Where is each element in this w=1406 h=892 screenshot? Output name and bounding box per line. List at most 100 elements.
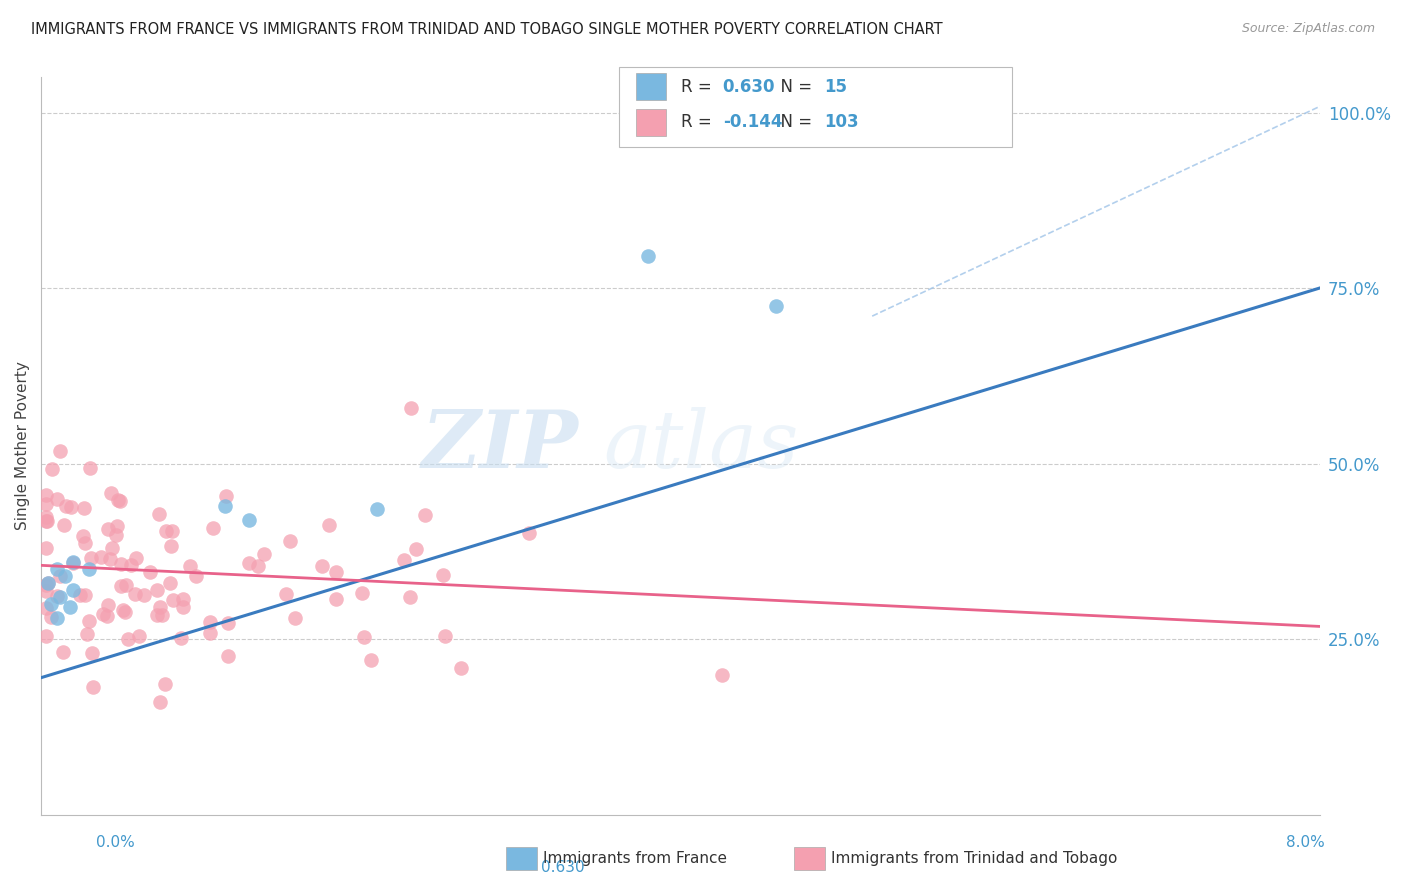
Text: 15: 15 — [824, 78, 846, 95]
Point — [72, 529, 94, 543]
Point — [149, 695, 172, 709]
Text: -0.144: -0.144 — [723, 113, 782, 131]
Point — [97, 598, 120, 612]
Point — [52, 518, 75, 533]
Point — [35, 541, 58, 556]
Point — [96, 609, 118, 624]
Point — [73, 587, 96, 601]
Point — [45, 492, 67, 507]
Point — [60, 500, 83, 515]
Point — [98, 552, 121, 566]
Y-axis label: Single Mother Poverty: Single Mother Poverty — [15, 361, 30, 531]
Point — [278, 534, 301, 549]
Point — [35, 488, 58, 502]
Point — [217, 649, 239, 664]
Text: 0.630: 0.630 — [540, 860, 585, 874]
Point — [120, 558, 142, 573]
Point — [49, 590, 72, 604]
Point — [80, 646, 103, 660]
Point — [162, 524, 184, 538]
Point — [90, 550, 112, 565]
Point — [215, 489, 238, 503]
Point — [711, 668, 734, 682]
Point — [62, 557, 84, 571]
Point — [39, 597, 62, 611]
Text: 8.0%: 8.0% — [1285, 836, 1324, 850]
Point — [202, 521, 225, 535]
Point — [246, 559, 269, 574]
Text: Immigrants from Trinidad and Tobago: Immigrants from Trinidad and Tobago — [831, 851, 1118, 865]
Point — [111, 603, 134, 617]
Point — [35, 601, 58, 615]
Point — [76, 627, 98, 641]
Point — [105, 519, 128, 533]
Point — [35, 578, 58, 592]
Point — [114, 605, 136, 619]
Text: 103: 103 — [824, 113, 859, 131]
Point — [155, 524, 177, 538]
Point — [41, 461, 63, 475]
Point — [48, 569, 70, 583]
Point — [325, 565, 347, 579]
Point — [117, 632, 139, 647]
Text: ZIP: ZIP — [422, 408, 578, 484]
Point — [128, 629, 150, 643]
Text: N =: N = — [770, 113, 818, 131]
Point — [82, 681, 104, 695]
Point — [55, 500, 77, 514]
Point — [105, 528, 128, 542]
Point — [46, 611, 69, 625]
Point — [159, 540, 181, 554]
Point — [75, 536, 97, 550]
Point — [51, 645, 73, 659]
Point — [284, 611, 307, 625]
Point — [353, 630, 375, 644]
Point — [62, 555, 84, 569]
Point — [637, 250, 659, 264]
Point — [399, 401, 422, 415]
Point — [162, 593, 184, 607]
Point — [69, 588, 91, 602]
Point — [311, 559, 333, 574]
Text: R =: R = — [681, 78, 717, 95]
Point — [110, 579, 132, 593]
Point — [35, 629, 58, 643]
Point — [413, 508, 436, 522]
Point — [39, 610, 62, 624]
Point — [432, 568, 454, 582]
Text: Immigrants from France: Immigrants from France — [543, 851, 727, 865]
Text: N =: N = — [770, 78, 818, 95]
Text: R =: R = — [681, 113, 717, 131]
Point — [519, 525, 541, 540]
Point — [91, 607, 114, 621]
Point — [214, 499, 236, 513]
Text: IMMIGRANTS FROM FRANCE VS IMMIGRANTS FROM TRINIDAD AND TOBAGO SINGLE MOTHER POVE: IMMIGRANTS FROM FRANCE VS IMMIGRANTS FRO… — [31, 22, 942, 37]
Point — [110, 493, 132, 508]
Point — [100, 486, 122, 500]
Point — [148, 507, 170, 521]
Point — [149, 599, 172, 614]
Point — [274, 587, 297, 601]
Point — [35, 584, 58, 599]
Point — [153, 677, 176, 691]
Point — [238, 513, 260, 527]
Point — [360, 653, 382, 667]
Point — [253, 547, 276, 561]
Point — [198, 615, 221, 629]
Point — [77, 562, 100, 576]
Point — [394, 553, 416, 567]
Point — [35, 496, 58, 510]
Point — [433, 629, 456, 643]
Point — [37, 575, 59, 590]
Point — [217, 616, 239, 631]
Point — [53, 569, 76, 583]
Point — [146, 583, 169, 598]
Point — [77, 614, 100, 628]
Point — [35, 509, 58, 524]
Text: 0.630: 0.630 — [723, 78, 775, 95]
Point — [179, 559, 201, 574]
Text: 0.0%: 0.0% — [96, 836, 135, 850]
Point — [35, 514, 58, 528]
Point — [238, 556, 260, 570]
Point — [115, 578, 138, 592]
